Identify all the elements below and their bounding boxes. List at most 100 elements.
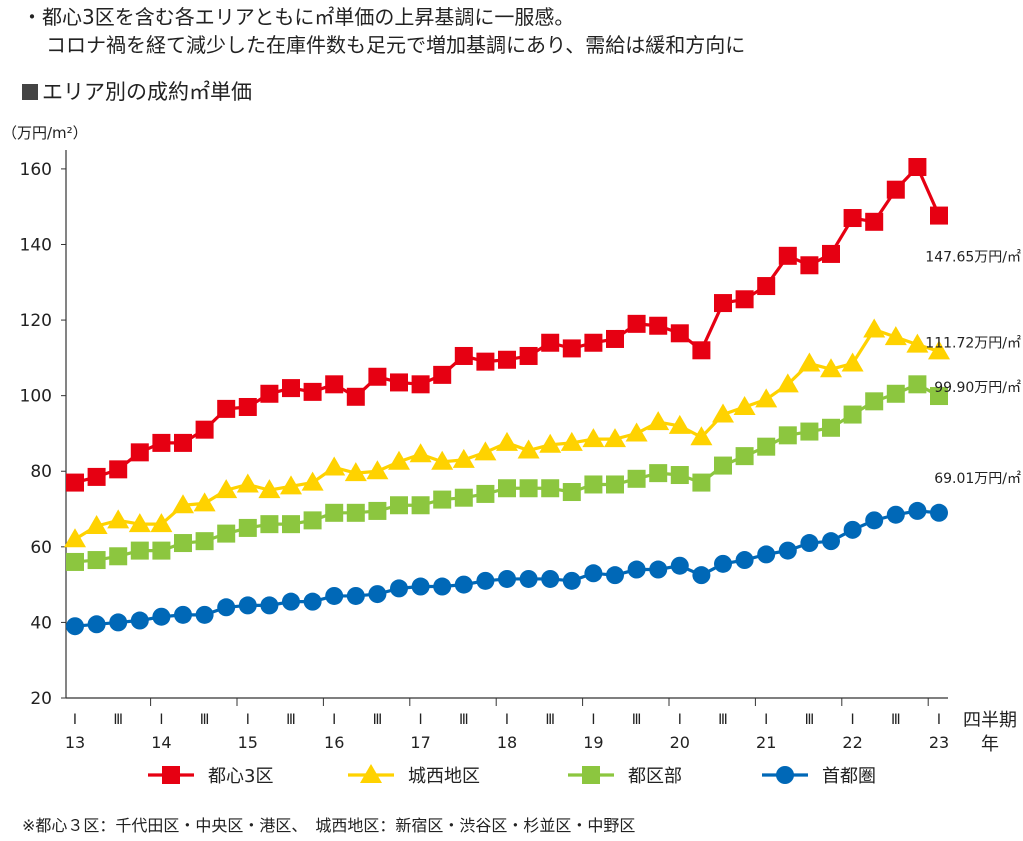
data-point [800,422,819,441]
chart-subtitle: エリア別の成約㎡単価 [22,76,252,106]
data-point [85,515,108,535]
data-point [195,605,214,624]
data-point [368,367,387,386]
quarter-label: Ⅲ [805,712,815,728]
data-point [498,350,516,369]
data-point [800,256,819,275]
data-point [886,180,905,199]
data-point [670,556,689,575]
legend-label: 首都圏 [822,766,876,787]
data-point [193,492,216,512]
legend-label: 都区部 [628,766,682,787]
data-point [390,373,408,392]
data-point [930,503,948,522]
data-point [584,564,603,583]
data-point [886,505,905,524]
quarter-label: Ⅰ [159,712,163,728]
data-point [519,479,538,498]
data-point [562,339,581,358]
data-point [130,541,149,560]
data-point [64,528,86,548]
data-point [195,420,214,439]
quarter-label: Ⅰ [246,712,250,728]
data-point [884,326,907,346]
data-point [735,290,754,309]
data-point [366,460,389,480]
data-point [584,475,603,494]
data-point [627,469,646,488]
data-point [109,460,128,479]
data-point [236,473,259,493]
quarter-label: Ⅰ [851,712,855,728]
data-point [368,585,387,604]
data-point [238,518,257,537]
quarter-label: Ⅲ [200,712,210,728]
data-point [776,373,799,393]
data-point [843,520,862,539]
data-point [757,545,776,564]
series-markers [64,158,950,636]
data-point [172,494,194,514]
end-value-label: 99.90万円/㎡ [934,380,1021,396]
quarter-label: Ⅰ [73,712,77,728]
data-point [606,566,624,585]
y-tick-label: 140 [20,235,52,255]
y-tick-label: 80 [30,462,52,482]
year-label: 15 [238,733,258,752]
end-value-label: 69.01万円/㎡ [934,471,1021,487]
data-point [541,479,560,498]
data-point [517,439,540,459]
data-point [539,433,562,453]
data-point [409,443,432,463]
data-point [627,314,646,333]
data-point [604,428,626,448]
data-point [865,511,884,530]
data-point [66,473,84,492]
data-point [411,375,430,394]
quarter-label: Ⅲ [459,712,469,728]
year-label: 14 [151,733,171,752]
quarter-label: Ⅲ [891,712,901,728]
data-point [431,450,454,470]
quarter-label: Ⅲ [113,712,123,728]
data-point [670,324,689,343]
chart-subtitle-text: エリア別の成約㎡単価 [42,80,252,104]
data-point [843,209,862,228]
data-point [930,206,948,225]
year-label: 20 [670,733,690,752]
data-point [325,586,344,605]
data-point [498,569,516,588]
data-point [260,515,279,534]
legend-marker [582,766,600,784]
data-point [519,346,538,365]
data-point [714,554,732,573]
data-point [411,496,430,515]
data-point [692,341,711,360]
chart-axes: 20 40 60 80 100 120 140 160 （万円/m²） Ⅰ 13 Ⅲ Ⅰ 14 Ⅲ Ⅰ 15 Ⅲ Ⅰ… [2,124,1017,755]
data-point [714,294,732,313]
data-point [476,352,495,371]
data-point [841,352,864,372]
data-point [582,428,605,448]
data-point [433,490,452,509]
chart-labels: 147.65万円/㎡ 111.72万円/㎡ 99.90万円/㎡ 69.01万円/㎡ [925,250,1021,487]
legend: 都心3区 城西地区 都区部 首都圏 [148,764,876,787]
year-label: 21 [756,733,776,752]
data-point [454,346,473,365]
y-tick-label: 160 [20,160,52,180]
data-point [822,418,840,437]
data-point [260,384,279,403]
data-point [714,456,732,475]
legend-marker [360,764,382,783]
data-point [733,395,756,415]
data-point [152,607,171,626]
y-tick-label: 60 [30,538,52,558]
quarter-label: Ⅲ [373,712,383,728]
data-point [863,318,886,338]
data-point [692,566,711,585]
data-point [433,365,452,384]
data-point [498,479,516,498]
data-point [928,340,950,360]
quarter-label: Ⅲ [545,712,555,728]
data-point [174,433,192,452]
